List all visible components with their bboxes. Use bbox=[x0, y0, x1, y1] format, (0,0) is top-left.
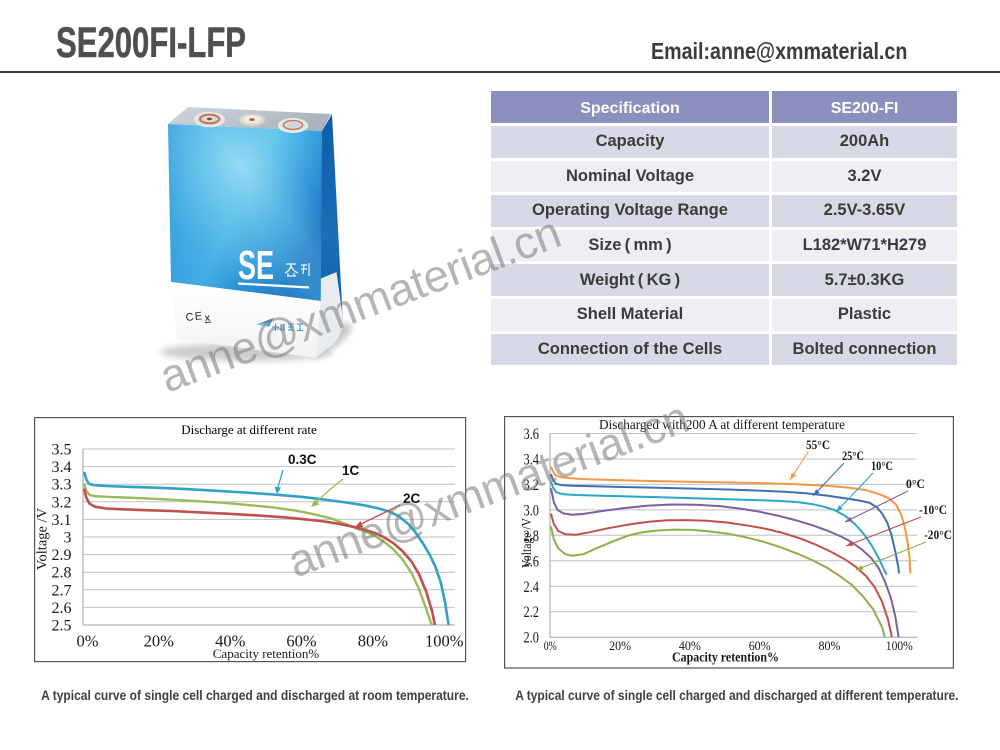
svg-text:Discharged with200 A at differ: Discharged with200 A at different temper… bbox=[599, 418, 845, 433]
svg-text:3.1: 3.1 bbox=[52, 512, 72, 529]
svg-text:100%: 100% bbox=[886, 638, 913, 653]
svg-text:2.2: 2.2 bbox=[524, 604, 540, 621]
svg-text:-20°C: -20°C bbox=[924, 528, 952, 542]
svg-text:2.8: 2.8 bbox=[52, 565, 72, 582]
svg-text:40%: 40% bbox=[215, 632, 246, 651]
svg-text:Voltage /V: Voltage /V bbox=[519, 518, 534, 568]
svg-text:25°C: 25°C bbox=[842, 449, 864, 463]
svg-text:3.6: 3.6 bbox=[524, 426, 540, 443]
svg-text:80%: 80% bbox=[819, 638, 841, 653]
svg-text:2.6: 2.6 bbox=[52, 600, 72, 617]
svg-text:60%: 60% bbox=[749, 638, 771, 653]
svg-text:2.8: 2.8 bbox=[524, 528, 540, 545]
svg-text:3.2: 3.2 bbox=[524, 477, 540, 494]
svg-text:3.4: 3.4 bbox=[52, 459, 72, 476]
svg-text:100%: 100% bbox=[425, 632, 464, 651]
svg-text:2C: 2C bbox=[403, 491, 421, 506]
svg-text:2.7: 2.7 bbox=[52, 582, 72, 599]
svg-text:80%: 80% bbox=[358, 632, 389, 651]
svg-text:55°C: 55°C bbox=[806, 438, 830, 452]
svg-text:60%: 60% bbox=[286, 632, 317, 651]
svg-text:Discharge at different rate: Discharge at different rate bbox=[181, 422, 317, 437]
svg-text:3.5: 3.5 bbox=[52, 442, 72, 459]
svg-text:0.3C: 0.3C bbox=[288, 452, 317, 467]
svg-text:2.6: 2.6 bbox=[524, 553, 540, 570]
svg-text:3.3: 3.3 bbox=[52, 477, 72, 494]
svg-text:Voltage /V: Voltage /V bbox=[35, 507, 51, 570]
svg-text:3.0: 3.0 bbox=[524, 502, 540, 519]
svg-text:0%: 0% bbox=[544, 638, 557, 653]
svg-text:-10°C: -10°C bbox=[919, 503, 947, 517]
svg-text:2.0: 2.0 bbox=[524, 630, 540, 647]
svg-text:2.4: 2.4 bbox=[524, 579, 540, 596]
svg-text:CE: CE bbox=[185, 310, 204, 324]
svg-text:Capacity retention%: Capacity retention% bbox=[213, 646, 320, 661]
svg-text:SE: SE bbox=[238, 242, 274, 288]
svg-text:20%: 20% bbox=[609, 638, 631, 653]
svg-text:2.5: 2.5 bbox=[52, 618, 72, 635]
svg-text:0%: 0% bbox=[77, 632, 99, 651]
svg-text:Capacity retention%: Capacity retention% bbox=[672, 651, 779, 666]
svg-text:20%: 20% bbox=[144, 632, 175, 651]
svg-text:3: 3 bbox=[64, 530, 72, 547]
svg-text:1C: 1C bbox=[342, 463, 360, 478]
svg-text:3.2: 3.2 bbox=[52, 494, 72, 511]
svg-text:0°C: 0°C bbox=[906, 477, 925, 491]
svg-text:2.9: 2.9 bbox=[52, 547, 72, 564]
svg-text:10°C: 10°C bbox=[871, 459, 893, 473]
svg-text:40%: 40% bbox=[679, 638, 701, 653]
svg-text:3.4: 3.4 bbox=[524, 452, 540, 469]
